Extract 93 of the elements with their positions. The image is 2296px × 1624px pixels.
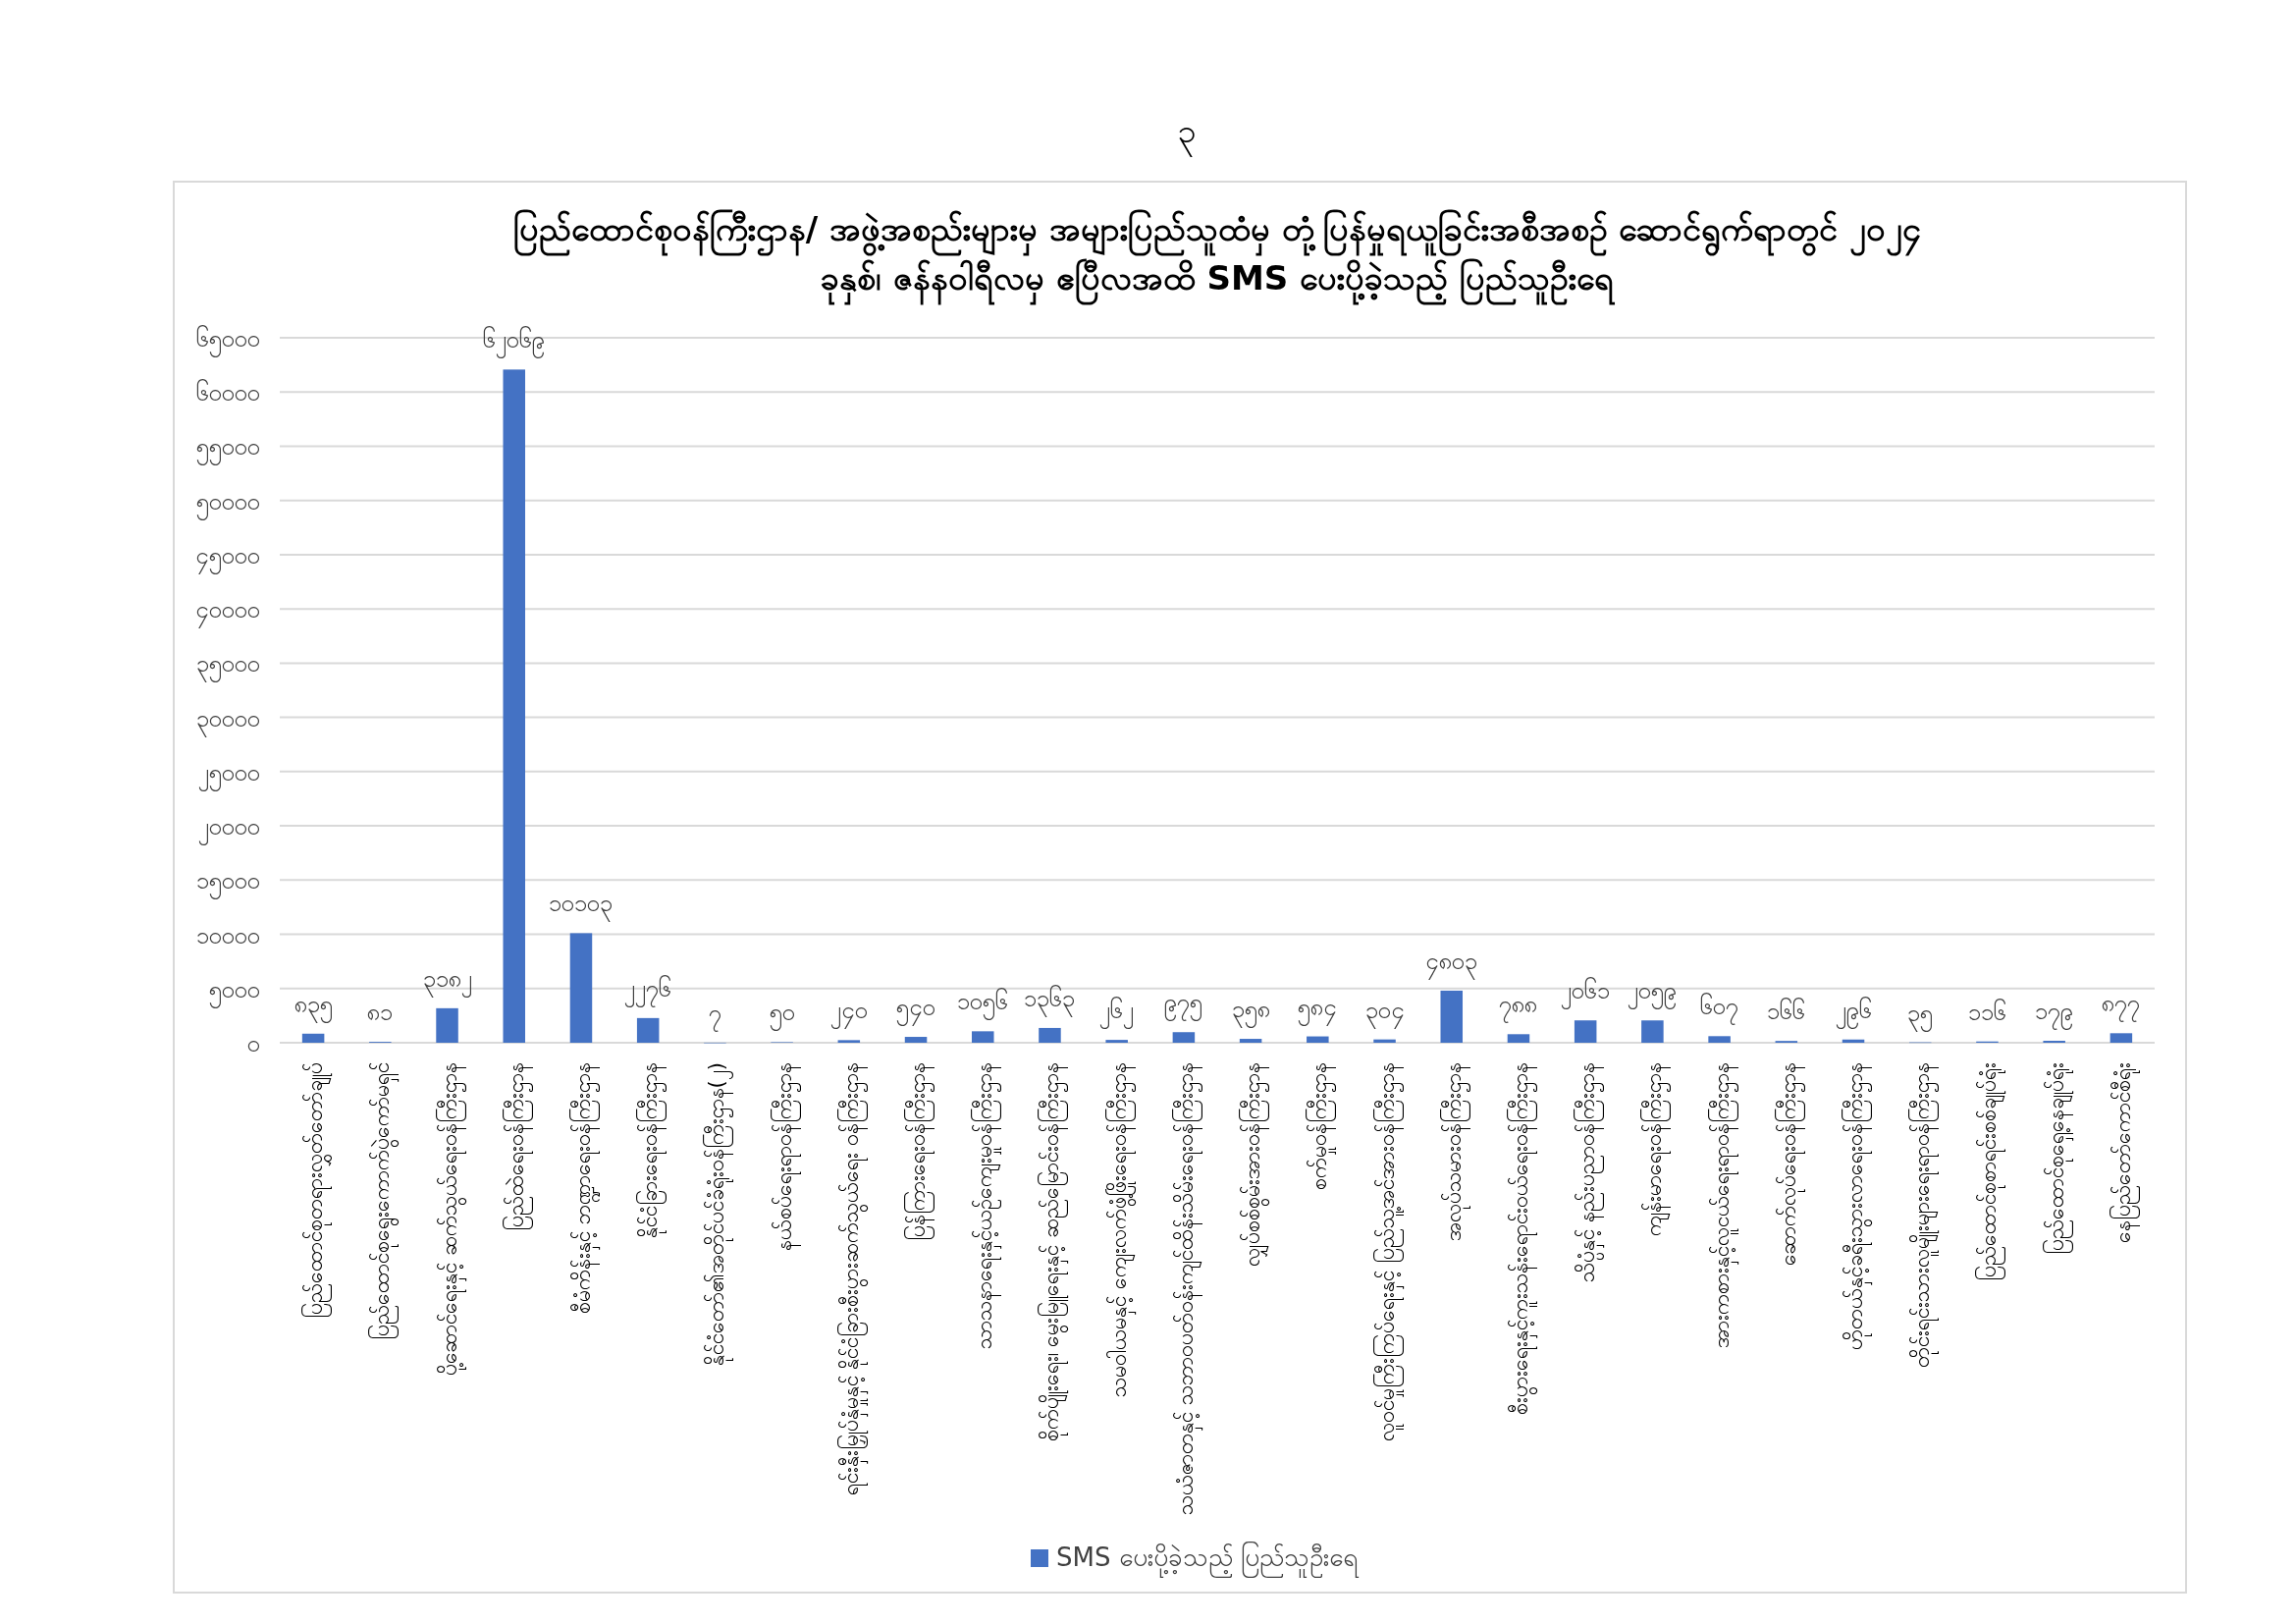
legend-label: SMS ပေးပို့ခဲ့သည့် ပြည်သူဦးရေ bbox=[1056, 1541, 1360, 1578]
data-label: ၈၃၅ bbox=[294, 990, 333, 1023]
data-label: ၄၈၀၃ bbox=[1425, 947, 1478, 980]
y-tick-label: ၅၀၀၀ bbox=[209, 975, 260, 1008]
bar bbox=[1708, 1036, 1731, 1044]
data-label: ၈၁ bbox=[367, 999, 394, 1027]
y-tick-label: ၃၅၀၀၀ bbox=[196, 650, 260, 683]
y-tick-label: ၂၀၀၀၀ bbox=[198, 813, 260, 846]
x-tick-label: စိုက်ပျိုးရေး၊ မွေးမြူရေးနှင့် ဆည်မြောင်းဝန်ကြီးဌာန bbox=[1038, 1062, 1070, 1442]
bar bbox=[1239, 1039, 1262, 1043]
y-tick-label: ၆၀၀၀၀ bbox=[196, 378, 260, 407]
data-label: ၅၄၀ bbox=[896, 994, 936, 1027]
x-tick-label: ပြည်ထောင်စုရှေ့နေချုပ်ရုံး bbox=[2042, 1062, 2074, 1255]
x-tick-label: သယံဇာတနှင့် သဘာဝပတ်ဝန်းကျင်ထိန်းသိမ်းရေးဝန်ကြီးဌာန bbox=[1171, 1062, 1203, 1515]
x-tick-label: စီးပွားရေးနှင့်ကူးသန်းရောင်းဝယ်ရေးဝန်ကြီးဌာန bbox=[1506, 1062, 1538, 1415]
x-tick-label: ကျန်းမာရေးဝန်ကြီးဌာန bbox=[1640, 1062, 1672, 1236]
text: ၃ bbox=[1178, 111, 1197, 157]
x-tick-label: ပြည်ထောင်စုရွေးကောက်ပွဲကော်မရှင် bbox=[368, 1062, 400, 1340]
bar bbox=[1373, 1039, 1396, 1043]
x-tick-label: ဟိုတယ်နှင့်ခရီးသွားလာရေးဝန်ကြီးဌာန bbox=[1842, 1062, 1874, 1350]
y-tick-label: ၁၅၀၀၀ bbox=[196, 867, 260, 900]
x-tick-label: နေပြည်တော်ကောင်စီရုံး bbox=[2109, 1062, 2140, 1243]
bar bbox=[1507, 1034, 1530, 1043]
data-label: ၅၈၄ bbox=[1298, 993, 1338, 1026]
bar bbox=[1307, 1036, 1329, 1043]
bar bbox=[1172, 1032, 1196, 1043]
bar bbox=[1105, 1040, 1128, 1043]
y-tick-label: ၁၀၀၀၀ bbox=[196, 921, 260, 949]
x-tick-label: လူဝင်မှုကြီးကြပ်ရေးနှင့် ပြည်သူ့အင်အားဝန်ကြီးဌာန bbox=[1372, 1062, 1405, 1441]
bar bbox=[301, 1033, 325, 1043]
x-tick-label: ပို့ဆောင်ရေးနှင့် ဆက်သွယ်ရေးဝန်ကြီးဌာန bbox=[435, 1062, 467, 1376]
x-tick-label: သာသနာရေးနှင့်ယဉ်ကျေးမှုဝန်ကြီးဌာန bbox=[971, 1062, 1003, 1349]
bar bbox=[837, 1040, 861, 1043]
bar bbox=[972, 1031, 994, 1043]
chart-title: ပြည်ထောင်စုဝန်ကြီးဌာန/ အဖွဲ့အစည်းများမှ အများပြည်သူထံမှ တုံ့ပြန်မှုရယူခြင်းအစီအစဉ် ဆောင်ရွက်ရာတွင် ၂၀၂၄ ခုနှစ်၊ ဇန်နဝါရီလမှ ဧပြီလအထိ SMS ပေးပို့ခဲ့သည့် ပြည်သူဦးရေ bbox=[512, 209, 1922, 305]
bar bbox=[569, 933, 593, 1043]
data-label: ၈၇၇ bbox=[2102, 990, 2141, 1023]
x-tick-label: အလုပ်သမားဝန်ကြီးဌာန bbox=[1439, 1062, 1470, 1241]
bar bbox=[636, 1017, 660, 1043]
data-label: ၁၆၆ bbox=[1767, 997, 1806, 1026]
x-tick-label: စက်မှုဝန်ကြီးဌာန bbox=[1306, 1062, 1337, 1190]
y-tick-label: ၃၀၀၀၀ bbox=[196, 704, 260, 737]
x-tick-label: စီမံကိန်းနှင့် ဘဏ္ဍာရေးဝန်ကြီးဌာန bbox=[568, 1062, 601, 1314]
x-tick-label: နယ်စပ်ရေးရာဝန်ကြီးဌာန bbox=[770, 1062, 801, 1251]
x-tick-label: ပြန်ကြားရေးဝန်ကြီးဌာန bbox=[904, 1062, 935, 1241]
data-label: ၃၀၄ bbox=[1364, 996, 1405, 1029]
data-label: ၃၅၈ bbox=[1231, 996, 1270, 1029]
x-tick-label: လျှပ်စစ်စွမ်းအားဝန်ကြီးဌာန bbox=[1239, 1062, 1271, 1267]
data-label: ၁၀၅၆ bbox=[957, 987, 1009, 1021]
data-label: ၆၀၇ bbox=[1700, 992, 1739, 1026]
data-label: ၁၁၆ bbox=[1967, 997, 2006, 1026]
x-tick-label: ပြည်ထောင်စုစာရင်းစစ်ချုပ်ရုံး bbox=[1975, 1062, 2007, 1281]
bar bbox=[1641, 1020, 1664, 1043]
data-label: ၁၃၆၃ bbox=[1024, 983, 1076, 1017]
bar bbox=[1039, 1027, 1061, 1043]
data-label: ၅၀ bbox=[769, 999, 795, 1032]
y-tick-label: ၆၅၀၀၀ bbox=[196, 324, 260, 357]
data-label: ၁၇၉ bbox=[2035, 998, 2074, 1031]
data-label: ၃၅ bbox=[1907, 999, 1934, 1032]
data-label: ၂၀၆၁ bbox=[1561, 976, 1611, 1010]
x-tick-label: ပြည်ထဲရေးဝန်ကြီးဌာန bbox=[502, 1062, 533, 1231]
x-tick-label: သိပ္ပံနှင့် နည်းပညာဝန်ကြီးဌာန bbox=[1574, 1062, 1606, 1282]
data-label: ၇၈၈ bbox=[1499, 991, 1538, 1024]
data-label: ၂၀၅၉ bbox=[1628, 977, 1678, 1010]
data-label: ၂၆၂ bbox=[1099, 996, 1135, 1030]
data-label: ၂၄၀ bbox=[829, 997, 868, 1030]
x-tick-label: အားကစားနှင့်လူငယ်ရေးရာဝန်ကြီးဌာန bbox=[1707, 1062, 1739, 1348]
y-tick-label: ၄၅၀၀၀ bbox=[195, 541, 260, 574]
data-label: ၁၀၁၀၃ bbox=[549, 890, 614, 923]
data-label: ၇ bbox=[708, 999, 721, 1032]
data-label: ၂၉၆ bbox=[1835, 995, 1872, 1029]
y-tick-label: ၅၅၀၀၀ bbox=[196, 433, 260, 466]
data-label: ၉၇၅ bbox=[1164, 989, 1203, 1022]
x-tick-label: တိုင်းရင်းသားလူမျိုးများရေးရာဝန်ကြီးဌာန bbox=[1908, 1062, 1941, 1368]
bar bbox=[1574, 1020, 1597, 1043]
bar bbox=[503, 369, 526, 1043]
y-tick-label: ၀ bbox=[247, 1030, 260, 1057]
x-tick-label: နိုင်ငံတော်၏အတိုင်ပင်ခံရုံးဝန်ကြီးဌာန(၂) bbox=[703, 1062, 734, 1367]
data-label: ၆၂၀၆၉ bbox=[483, 325, 546, 359]
y-tick-label: ၅၀၀၀၀ bbox=[196, 487, 260, 520]
x-tick-label: ရင်းနှီးမြှုပ်နှံမှုနှင့် နိုင်ငံခြားစီးပွားဆက်သွယ်ရေး ဝန်ကြီးဌာန bbox=[836, 1062, 869, 1496]
bar bbox=[1440, 990, 1463, 1043]
y-tick-label: ၂၅၀၀၀ bbox=[198, 758, 260, 791]
x-tick-label: ဆောက်လုပ်ရေးဝန်ကြီးဌာန bbox=[1774, 1062, 1805, 1266]
x-tick-label: နိုင်ငံခြားရေးဝန်ကြီးဌာန bbox=[636, 1062, 667, 1238]
bar bbox=[904, 1037, 928, 1043]
x-tick-label: ပြည်ထောင်စုတရားလွှတ်တော်ချုပ် bbox=[301, 1062, 334, 1319]
data-label: ၃၁၈၂ bbox=[422, 964, 472, 998]
bar bbox=[436, 1007, 458, 1043]
data-label: ၂၂၇၆ bbox=[624, 973, 672, 1007]
bar bbox=[2109, 1033, 2133, 1043]
x-tick-label: သမဝါယမနှင့် ကျေးလက်ဖွံ့ဖြိုးရေးဝန်ကြီးဌာန bbox=[1104, 1062, 1137, 1397]
y-tick-label: ၄၀၀၀၀ bbox=[195, 596, 260, 629]
